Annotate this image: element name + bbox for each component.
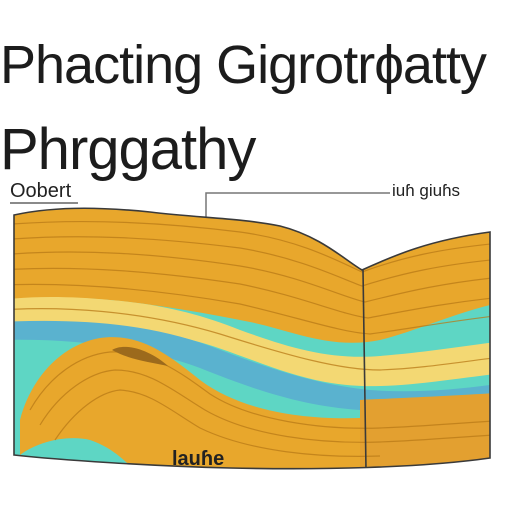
- diagram-title-line-1: Phacting Gigrotrɸatty: [0, 35, 487, 95]
- bottom-label: lauɦe: [172, 448, 225, 470]
- fold-crest: [112, 346, 168, 366]
- block-outline: [13, 207, 491, 470]
- top-right-callout-label: iuɦ giuɦs: [392, 181, 461, 200]
- yellow-strata: [14, 297, 490, 387]
- strata-lines: [14, 220, 490, 457]
- lower-right-strata: [360, 392, 490, 469]
- fault-line: [362, 269, 367, 469]
- diagram-title-line-2: Phrggathy: [0, 117, 256, 182]
- top-left-label: Oobert: [10, 180, 72, 202]
